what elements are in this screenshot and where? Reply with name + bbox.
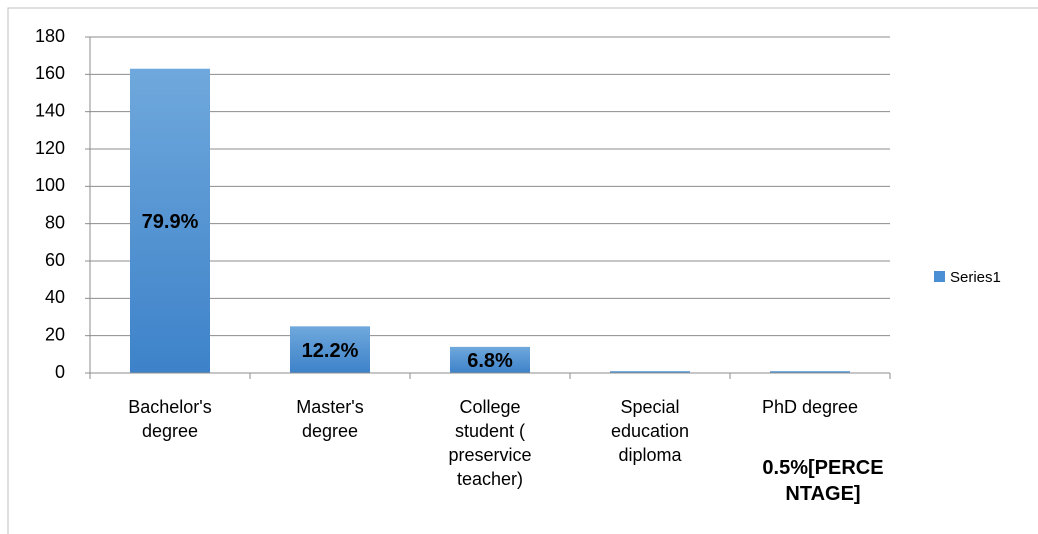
y-tick-label: 180 — [35, 26, 65, 46]
y-tick-label: 20 — [45, 324, 65, 344]
y-tick-label: 0 — [55, 362, 65, 382]
x-tick-label: College student ( preservice teacher) — [448, 397, 532, 489]
legend-swatch — [934, 271, 945, 282]
y-tick-label: 160 — [35, 63, 65, 83]
bar — [130, 68, 210, 373]
y-tick-label: 60 — [45, 250, 65, 270]
bar — [610, 371, 690, 373]
y-tick-label: 140 — [35, 100, 65, 120]
x-tick-label: Master's degree — [296, 397, 364, 441]
chart-border — [7, 7, 1038, 534]
data-label: 12.2% — [302, 340, 359, 362]
bar — [290, 326, 370, 373]
y-tick-label: 120 — [35, 138, 65, 158]
legend-label: Series1 — [950, 269, 1001, 286]
y-tick-label: 100 — [35, 175, 65, 195]
data-label: 79.9% — [142, 211, 199, 233]
y-tick-label: 40 — [45, 287, 65, 307]
bar — [770, 371, 850, 373]
x-tick-label: Special education diploma — [610, 397, 690, 465]
data-label: 0.5%[PERCENTAGE] — [762, 457, 884, 505]
data-label: 6.8% — [467, 350, 513, 372]
x-tick-label: PhD degree — [761, 397, 859, 417]
x-tick-label: Bachelor's degree — [128, 397, 212, 441]
y-tick-label: 80 — [45, 212, 65, 232]
bar — [450, 346, 530, 373]
